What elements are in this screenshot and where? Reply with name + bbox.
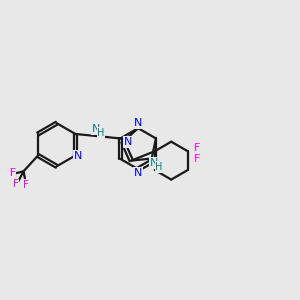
Text: N: N [134, 168, 142, 178]
Text: N: N [124, 137, 132, 147]
Text: H: H [155, 162, 163, 172]
Text: N: N [134, 118, 142, 128]
Text: N: N [92, 124, 100, 134]
Text: H: H [97, 128, 105, 137]
Text: F: F [23, 180, 29, 190]
Text: F: F [10, 168, 15, 178]
Text: F: F [194, 154, 200, 164]
Text: F: F [194, 143, 200, 153]
Text: N: N [74, 151, 83, 160]
Text: F: F [13, 179, 19, 189]
Text: N: N [150, 158, 158, 168]
